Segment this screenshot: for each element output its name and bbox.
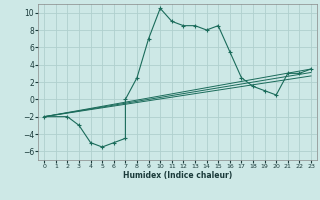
X-axis label: Humidex (Indice chaleur): Humidex (Indice chaleur) [123,171,232,180]
